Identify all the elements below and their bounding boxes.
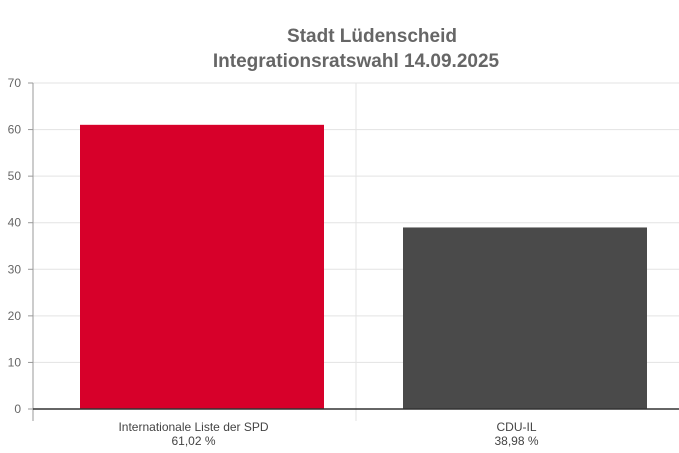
chart-title-line-1: Stadt Lüdenscheid [287, 26, 457, 47]
y-tick-label: 40 [8, 216, 22, 230]
y-tick-label: 30 [8, 262, 22, 276]
bar-0 [80, 124, 324, 410]
y-tick-label: 70 [8, 76, 22, 90]
category-label: Internationale Liste der SPD [118, 420, 268, 434]
y-tick-label: 0 [14, 402, 21, 416]
value-label: 61,02 % [171, 434, 215, 448]
value-label: 38,98 % [494, 434, 538, 448]
bar-1 [403, 227, 647, 409]
y-tick-label: 20 [8, 309, 22, 323]
y-tick-label: 10 [8, 355, 22, 369]
y-tick-label: 60 [8, 123, 22, 137]
chart-title-line-2: Integrationsratswahl 14.09.2025 [213, 51, 500, 72]
category-label: CDU-IL [496, 420, 536, 434]
y-tick-label: 50 [8, 169, 22, 183]
